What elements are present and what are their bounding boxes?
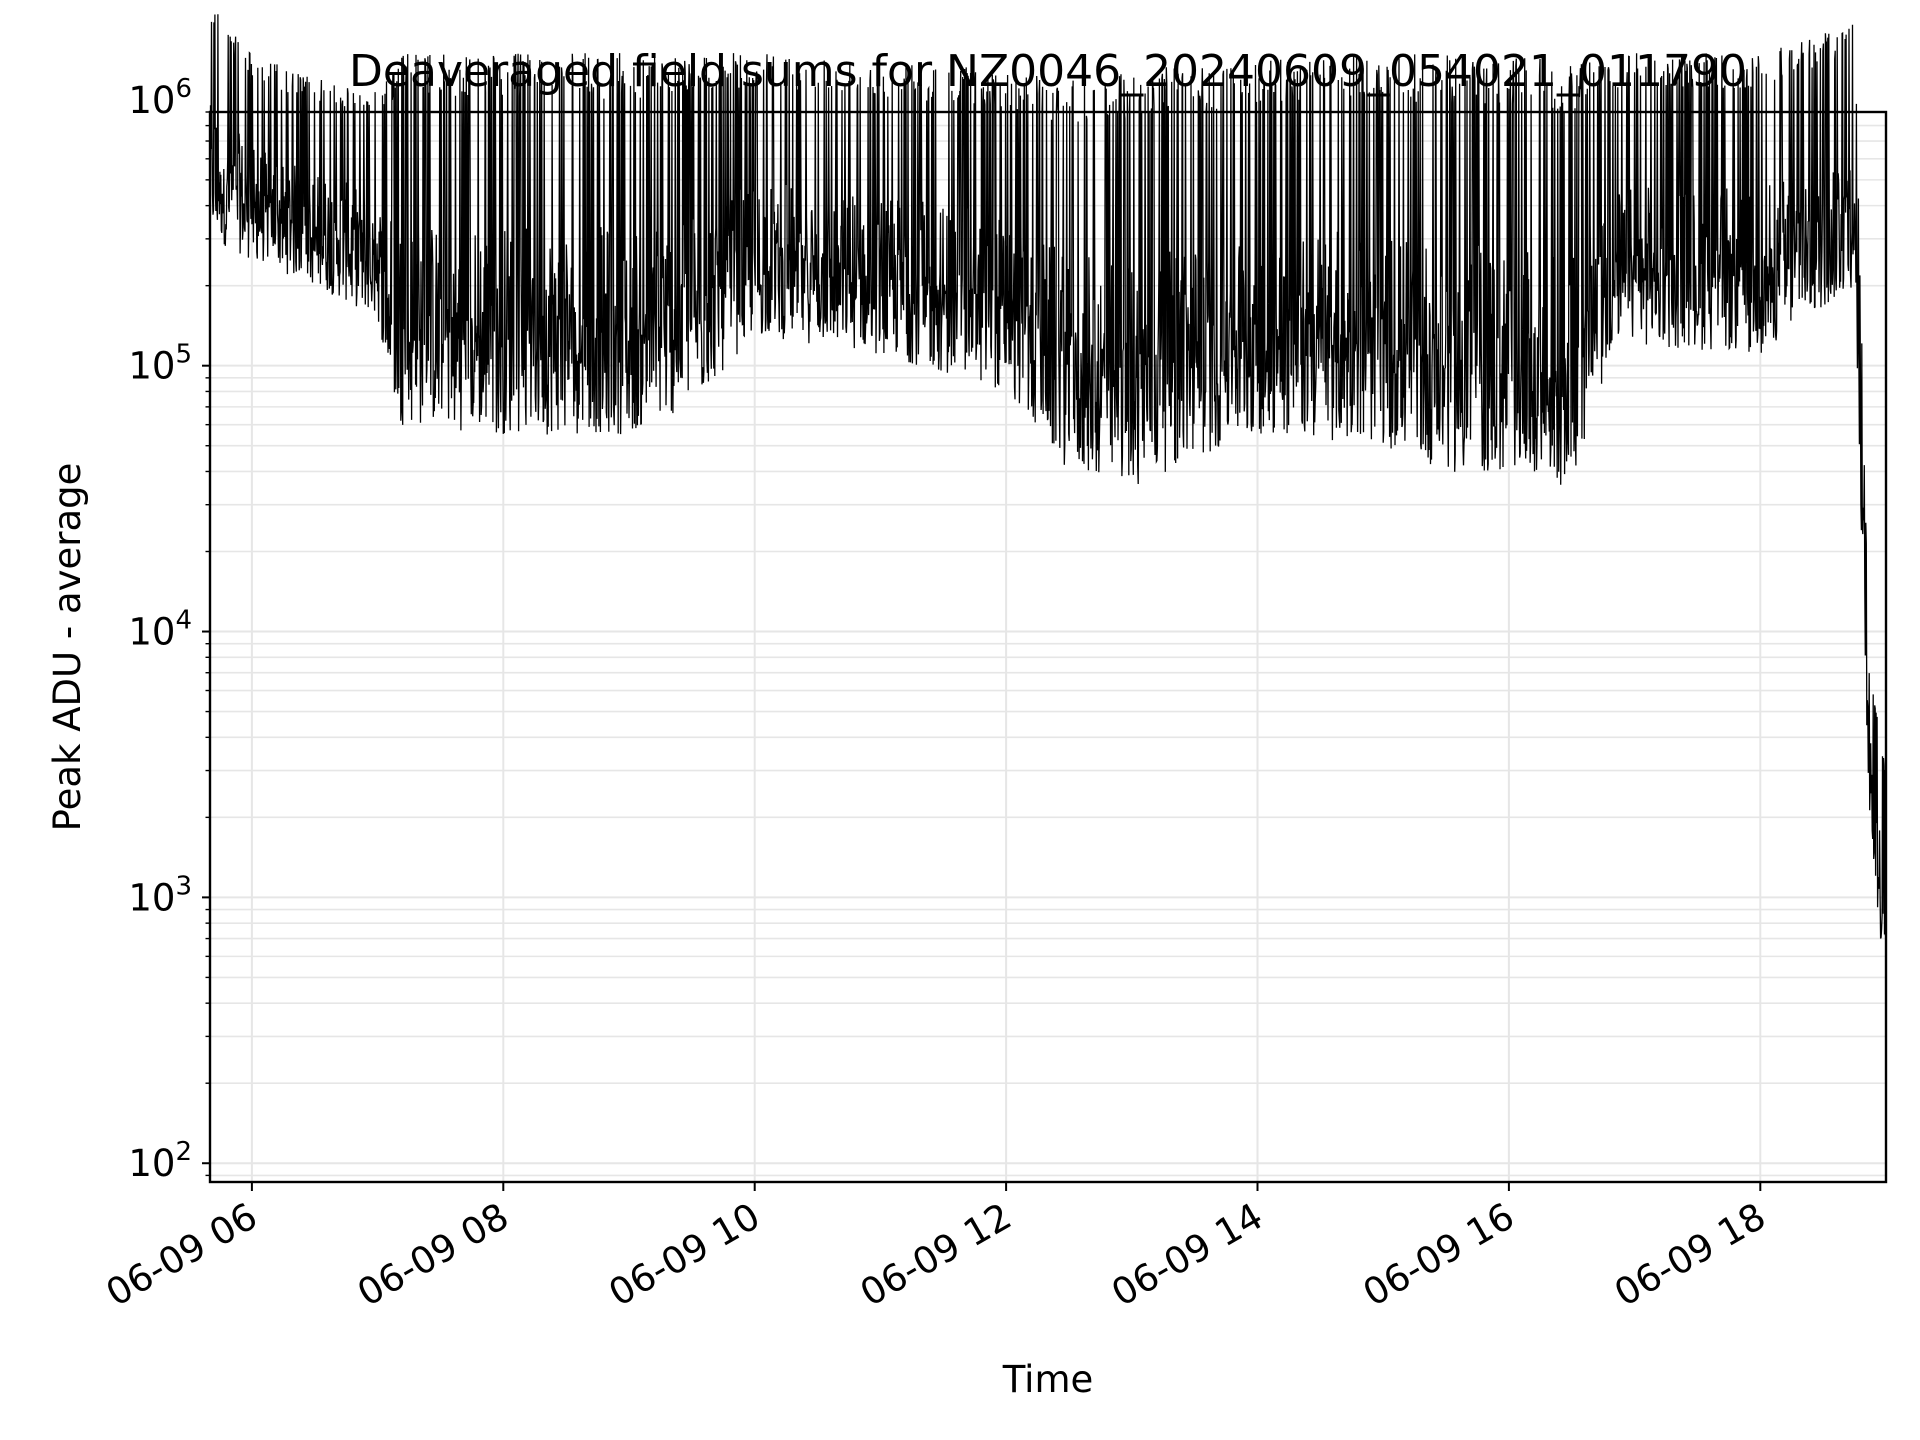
y-tick-label: 104 bbox=[128, 606, 192, 654]
plot-frame bbox=[208, 110, 1888, 1184]
series-layer bbox=[209, 14, 1887, 939]
y-axis: 102 103 104 105 106 bbox=[128, 74, 210, 1185]
chart-title: Deaveraged field sums for NZ0046_2024060… bbox=[349, 46, 1747, 97]
grid bbox=[210, 111, 1886, 1182]
y-tick-label: 103 bbox=[128, 871, 192, 919]
y-tick-label: 105 bbox=[128, 340, 192, 388]
x-tick-label: 06-09 18 bbox=[1607, 1195, 1773, 1315]
x-tick-label: 06-09 14 bbox=[1104, 1195, 1270, 1315]
x-tick-label: 06-09 08 bbox=[350, 1195, 516, 1315]
x-tick-label: 06-09 16 bbox=[1356, 1195, 1522, 1315]
x-axis: 06-09 06 06-09 08 06-09 10 06-09 12 06-09 14… bbox=[99, 1182, 1773, 1315]
x-axis-label: Time bbox=[1002, 1358, 1094, 1401]
x-tick-label: 06-09 10 bbox=[602, 1195, 768, 1315]
x-tick-label: 06-09 06 bbox=[99, 1195, 265, 1315]
series-line bbox=[209, 14, 1887, 939]
x-tick-label: 06-09 12 bbox=[853, 1195, 1019, 1315]
y-tick-label: 106 bbox=[128, 74, 192, 122]
y-axis-label: Peak ADU - average bbox=[46, 463, 89, 832]
y-tick-label: 102 bbox=[128, 1137, 192, 1185]
